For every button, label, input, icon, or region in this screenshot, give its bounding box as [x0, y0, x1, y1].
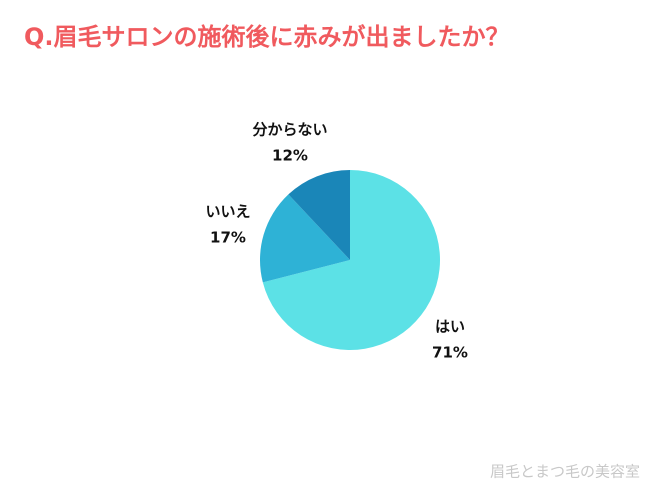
slice-value-label: 12% [272, 147, 308, 165]
slice-value-label: 71% [432, 344, 468, 362]
chart-title: Q.眉毛サロンの施術後に赤みが出ましたか？ [24, 23, 510, 51]
pie-slice [260, 194, 350, 283]
slice-label: 分からない [252, 121, 327, 139]
pie-slice [262, 170, 440, 350]
slice-value-label: 17% [210, 229, 246, 247]
slice-label: いいえ [205, 203, 250, 221]
watermark: 眉毛とまつ毛の美容室 [490, 463, 640, 481]
pie-slice [288, 170, 350, 260]
slice-label: はい [435, 318, 465, 336]
